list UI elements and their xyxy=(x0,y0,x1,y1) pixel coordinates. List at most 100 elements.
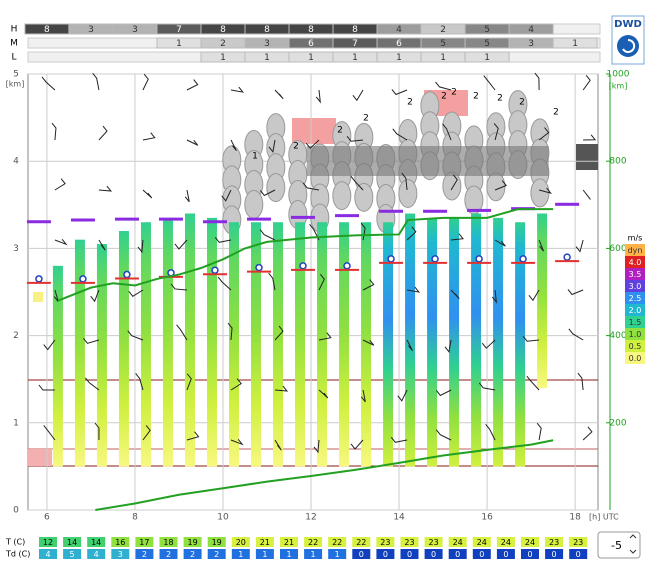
top-marker xyxy=(467,208,492,212)
wind-column xyxy=(52,265,63,467)
wind-barb xyxy=(227,322,233,341)
inversion-marker xyxy=(563,253,571,261)
wind-barb xyxy=(538,187,553,194)
wind-barb xyxy=(362,339,375,346)
wind-barb xyxy=(451,233,464,241)
logo-icon xyxy=(617,35,639,57)
wind-barb xyxy=(186,139,199,146)
wind-barb xyxy=(274,89,284,100)
cloud-value: 1 xyxy=(308,53,314,63)
dew-value: 2 xyxy=(142,550,147,559)
dew-cell xyxy=(424,549,443,559)
wind-barb xyxy=(84,377,100,391)
wind-barb xyxy=(478,382,496,391)
temp-cell xyxy=(63,537,82,547)
legend-title: m/s xyxy=(628,234,643,243)
dew-cell xyxy=(159,549,178,559)
wind-barb xyxy=(98,239,106,251)
wind-column xyxy=(184,213,195,467)
legend-label: 0.5 xyxy=(629,342,642,351)
row-label: Td (C) xyxy=(5,550,30,559)
y-axis-label: [km] xyxy=(6,80,25,89)
wind-barb xyxy=(274,325,284,341)
dew-value: 0 xyxy=(383,550,388,559)
dew-cell xyxy=(255,549,274,559)
wind-barb xyxy=(577,372,584,391)
wind-barb xyxy=(406,286,421,293)
cloud-value: 1 xyxy=(440,53,446,63)
dew-value: 0 xyxy=(527,550,532,559)
temp-value: 24 xyxy=(477,538,487,547)
dew-value: 0 xyxy=(503,550,508,559)
spinner-arrows[interactable] xyxy=(629,534,637,554)
wind-barb xyxy=(90,289,100,303)
spinner[interactable] xyxy=(597,531,641,559)
spinner-value[interactable]: -5 xyxy=(611,539,622,552)
wind-barb xyxy=(397,389,408,402)
temp-cell xyxy=(376,537,395,547)
wind-barb xyxy=(346,135,364,142)
dew-cell xyxy=(135,549,154,559)
temp-value: 16 xyxy=(115,538,125,547)
wind-column xyxy=(493,217,504,467)
wind-barb xyxy=(184,189,190,203)
low-cloud xyxy=(28,449,52,466)
wind-barb xyxy=(491,289,498,304)
wind-barb xyxy=(536,422,542,441)
wind-barb xyxy=(92,72,100,91)
cloud-label: 2 xyxy=(407,98,413,108)
wind-barb xyxy=(406,339,413,352)
y2-tick-label: 800 xyxy=(609,157,626,167)
wind-column xyxy=(339,222,350,467)
legend-swatch xyxy=(625,280,645,292)
temp-value: 22 xyxy=(308,538,318,547)
wind-barb xyxy=(390,436,408,443)
cloud-value: 4 xyxy=(396,25,402,35)
cloud-cell xyxy=(464,51,510,63)
dew-value: 1 xyxy=(238,550,243,559)
wind-column xyxy=(361,222,372,467)
cloud-patch xyxy=(292,118,336,144)
temp-cell xyxy=(280,537,298,547)
dew-value: 0 xyxy=(576,550,581,559)
temp-value: 23 xyxy=(573,538,583,547)
temp-cell xyxy=(472,537,491,547)
temp-value: 24 xyxy=(501,538,511,547)
wind-barb xyxy=(485,423,496,441)
wind-column xyxy=(295,222,306,467)
temp-value: 14 xyxy=(91,538,101,547)
wind-column xyxy=(427,217,438,467)
logo-swirl xyxy=(622,38,636,53)
dew-cell xyxy=(496,549,515,559)
temp-value: 19 xyxy=(188,538,198,547)
wind-barb xyxy=(98,185,113,192)
cloud-value: 8 xyxy=(352,25,358,35)
cloud-value: 8 xyxy=(264,25,270,35)
top-marker xyxy=(423,209,448,213)
wind-barb xyxy=(230,86,245,93)
dew-value: 2 xyxy=(190,550,195,559)
wind-barb xyxy=(350,175,364,191)
cloud-value: 7 xyxy=(176,25,182,35)
temp-value: 18 xyxy=(163,538,173,547)
dew-cell xyxy=(111,549,130,559)
wind-barb xyxy=(538,127,550,141)
inversion-marker xyxy=(79,275,87,283)
wind-column xyxy=(118,230,129,467)
dew-cell xyxy=(472,549,491,559)
wind-column xyxy=(515,222,526,467)
cloud-blob xyxy=(354,182,374,212)
wind-column xyxy=(405,213,416,467)
row-label: T (C) xyxy=(5,538,25,547)
wind-barb xyxy=(352,89,364,102)
cloud-value: 5 xyxy=(484,39,490,49)
dew-value: 1 xyxy=(286,550,291,559)
cloud-blob xyxy=(398,179,418,209)
inversion-marker xyxy=(123,270,131,279)
dew-value: 0 xyxy=(552,550,557,559)
row-label: L xyxy=(11,53,16,63)
temp-value: 24 xyxy=(525,538,535,547)
wind-barb xyxy=(391,89,408,96)
wind-barb xyxy=(444,339,452,353)
cloud-value: 1 xyxy=(176,39,182,49)
